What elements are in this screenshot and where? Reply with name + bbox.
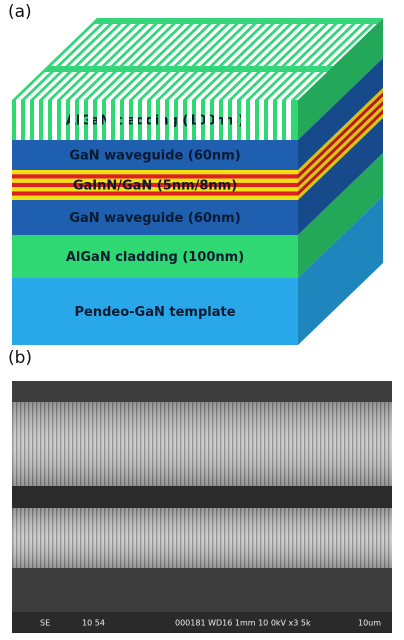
- grating-bar: [268, 100, 273, 140]
- grating-bar: [34, 100, 39, 140]
- footer-text: 000181 WD16 1mm 10 0kV x3 5k: [175, 619, 311, 628]
- grating-bar: [115, 100, 120, 140]
- grating-bar: [124, 100, 129, 140]
- grating-bar: [88, 100, 93, 140]
- layer-label: Pendeo-GaN template: [74, 305, 235, 320]
- sem-image: SE 10 54 000181 WD16 1mm 10 0kV x3 5k 10…: [12, 381, 392, 633]
- grating-bar: [169, 100, 174, 140]
- grating-bar: [214, 100, 219, 140]
- grating-gap: [42, 66, 334, 72]
- grating-bar: [205, 100, 210, 140]
- grating-bar: [70, 100, 75, 140]
- grating-shade: [12, 402, 392, 486]
- grating-bar: [160, 100, 165, 140]
- grating-bar: [259, 100, 264, 140]
- grating-bar: [79, 100, 84, 140]
- panel-label: (b): [8, 348, 32, 368]
- quantum-well: [12, 196, 298, 200]
- grating-bar: [61, 100, 66, 140]
- footer-text: 10um: [358, 619, 381, 628]
- layer-label: GaN waveguide (60nm): [69, 149, 240, 164]
- grating-bar: [142, 100, 147, 140]
- layer-label: GaN waveguide (60nm): [69, 211, 240, 226]
- grating-bar: [286, 100, 291, 140]
- grating-bar: [25, 100, 30, 140]
- grating-bar: [16, 100, 21, 140]
- grating-bar: [133, 100, 138, 140]
- layer-label: GaInN/GaN (5nm/8nm): [73, 179, 237, 194]
- layer-diagram: AlGaN cladding (100nm) GaN waveguide (60n…: [12, 18, 404, 345]
- grating-bar: [178, 100, 183, 140]
- layer-label: AlGaN cladding (100nm): [66, 250, 244, 265]
- panel-label: (a): [8, 2, 32, 22]
- grating-bar: [106, 100, 111, 140]
- quantum-well: [12, 170, 298, 174]
- grating-bar: [52, 100, 57, 140]
- grating-bar: [97, 100, 102, 140]
- grating-bar: [250, 100, 255, 140]
- grating-bar: [196, 100, 201, 140]
- grating-bar: [151, 100, 156, 140]
- footer-text: SE: [40, 619, 50, 628]
- grating-bar: [232, 100, 237, 140]
- grating-shade: [12, 508, 392, 568]
- grating-bar: [187, 100, 192, 140]
- dark-band: [12, 486, 392, 508]
- footer-text: 10 54: [82, 619, 105, 628]
- grating-bar: [277, 100, 282, 140]
- grating-bar: [43, 100, 48, 140]
- figure: (a) AlGaN cladding (100nm) GaN waveguide …: [0, 0, 404, 636]
- grating-bar: [241, 100, 246, 140]
- grating-edge: [91, 18, 383, 24]
- grating-bar: [223, 100, 228, 140]
